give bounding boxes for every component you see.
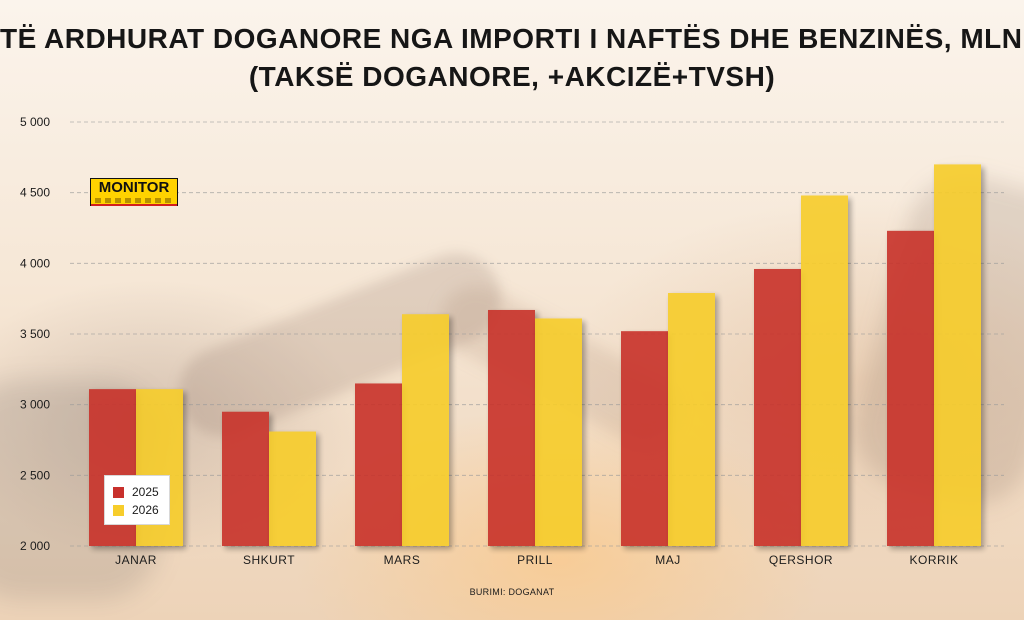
monitor-logo-text: MONITOR — [98, 179, 170, 196]
legend-item-2026: 2026 — [113, 503, 159, 517]
legend-swatch-2026 — [113, 504, 124, 516]
y-tick-label: 3 000 — [20, 398, 50, 412]
bar-2025-mars — [355, 383, 402, 546]
bar-2025-korrik — [887, 230, 934, 546]
x-tick-label: SHKURT — [243, 553, 295, 567]
x-tick-label: KORRIK — [909, 553, 958, 567]
x-tick-label: PRILL — [517, 553, 553, 567]
bar-2026-maj — [668, 293, 715, 546]
legend-label-2025: 2025 — [132, 485, 159, 499]
bar-2025-shkurt — [222, 411, 269, 546]
chart-legend: 2025 2026 — [104, 475, 170, 525]
monitor-logo: MONITOR — [90, 178, 178, 206]
x-tick-label: MAJ — [655, 553, 681, 567]
y-tick-label: 3 500 — [20, 327, 50, 341]
legend-swatch-2025 — [113, 486, 124, 498]
bar-2026-prill — [535, 318, 582, 546]
chart-title-line-2: (TAKSË DOGANORE, +AKCIZË+TVSH) — [248, 61, 776, 92]
bar-2026-mars — [402, 314, 449, 546]
x-tick-label: QERSHOR — [769, 553, 833, 567]
y-tick-label: 2 000 — [20, 539, 50, 553]
y-tick-label: 2 500 — [20, 468, 50, 482]
y-tick-label: 5 000 — [20, 115, 50, 129]
x-tick-label: MARS — [384, 553, 421, 567]
chart-title: TË ARDHURAT DOGANORE NGA IMPORTI I NAFTË… — [0, 20, 1024, 96]
bar-2025-qershor — [754, 268, 801, 546]
y-tick-label: 4 000 — [20, 256, 50, 270]
bar-2026-korrik — [934, 164, 981, 546]
legend-label-2026: 2026 — [132, 503, 159, 517]
bar-2025-maj — [621, 331, 668, 546]
x-tick-label: JANAR — [115, 553, 157, 567]
bar-2026-qershor — [801, 195, 848, 546]
chart-title-line-1: TË ARDHURAT DOGANORE NGA IMPORTI I NAFTË… — [0, 23, 1024, 54]
monitor-logo-tagline-graphic — [95, 198, 173, 203]
y-tick-label: 4 500 — [20, 186, 50, 200]
bar-2025-prill — [488, 309, 535, 546]
monitor-logo-red-rule — [91, 204, 177, 206]
legend-item-2025: 2025 — [113, 485, 159, 499]
source-note: BURIMI: DOGANAT — [469, 587, 555, 597]
bar-2026-shkurt — [269, 431, 316, 546]
